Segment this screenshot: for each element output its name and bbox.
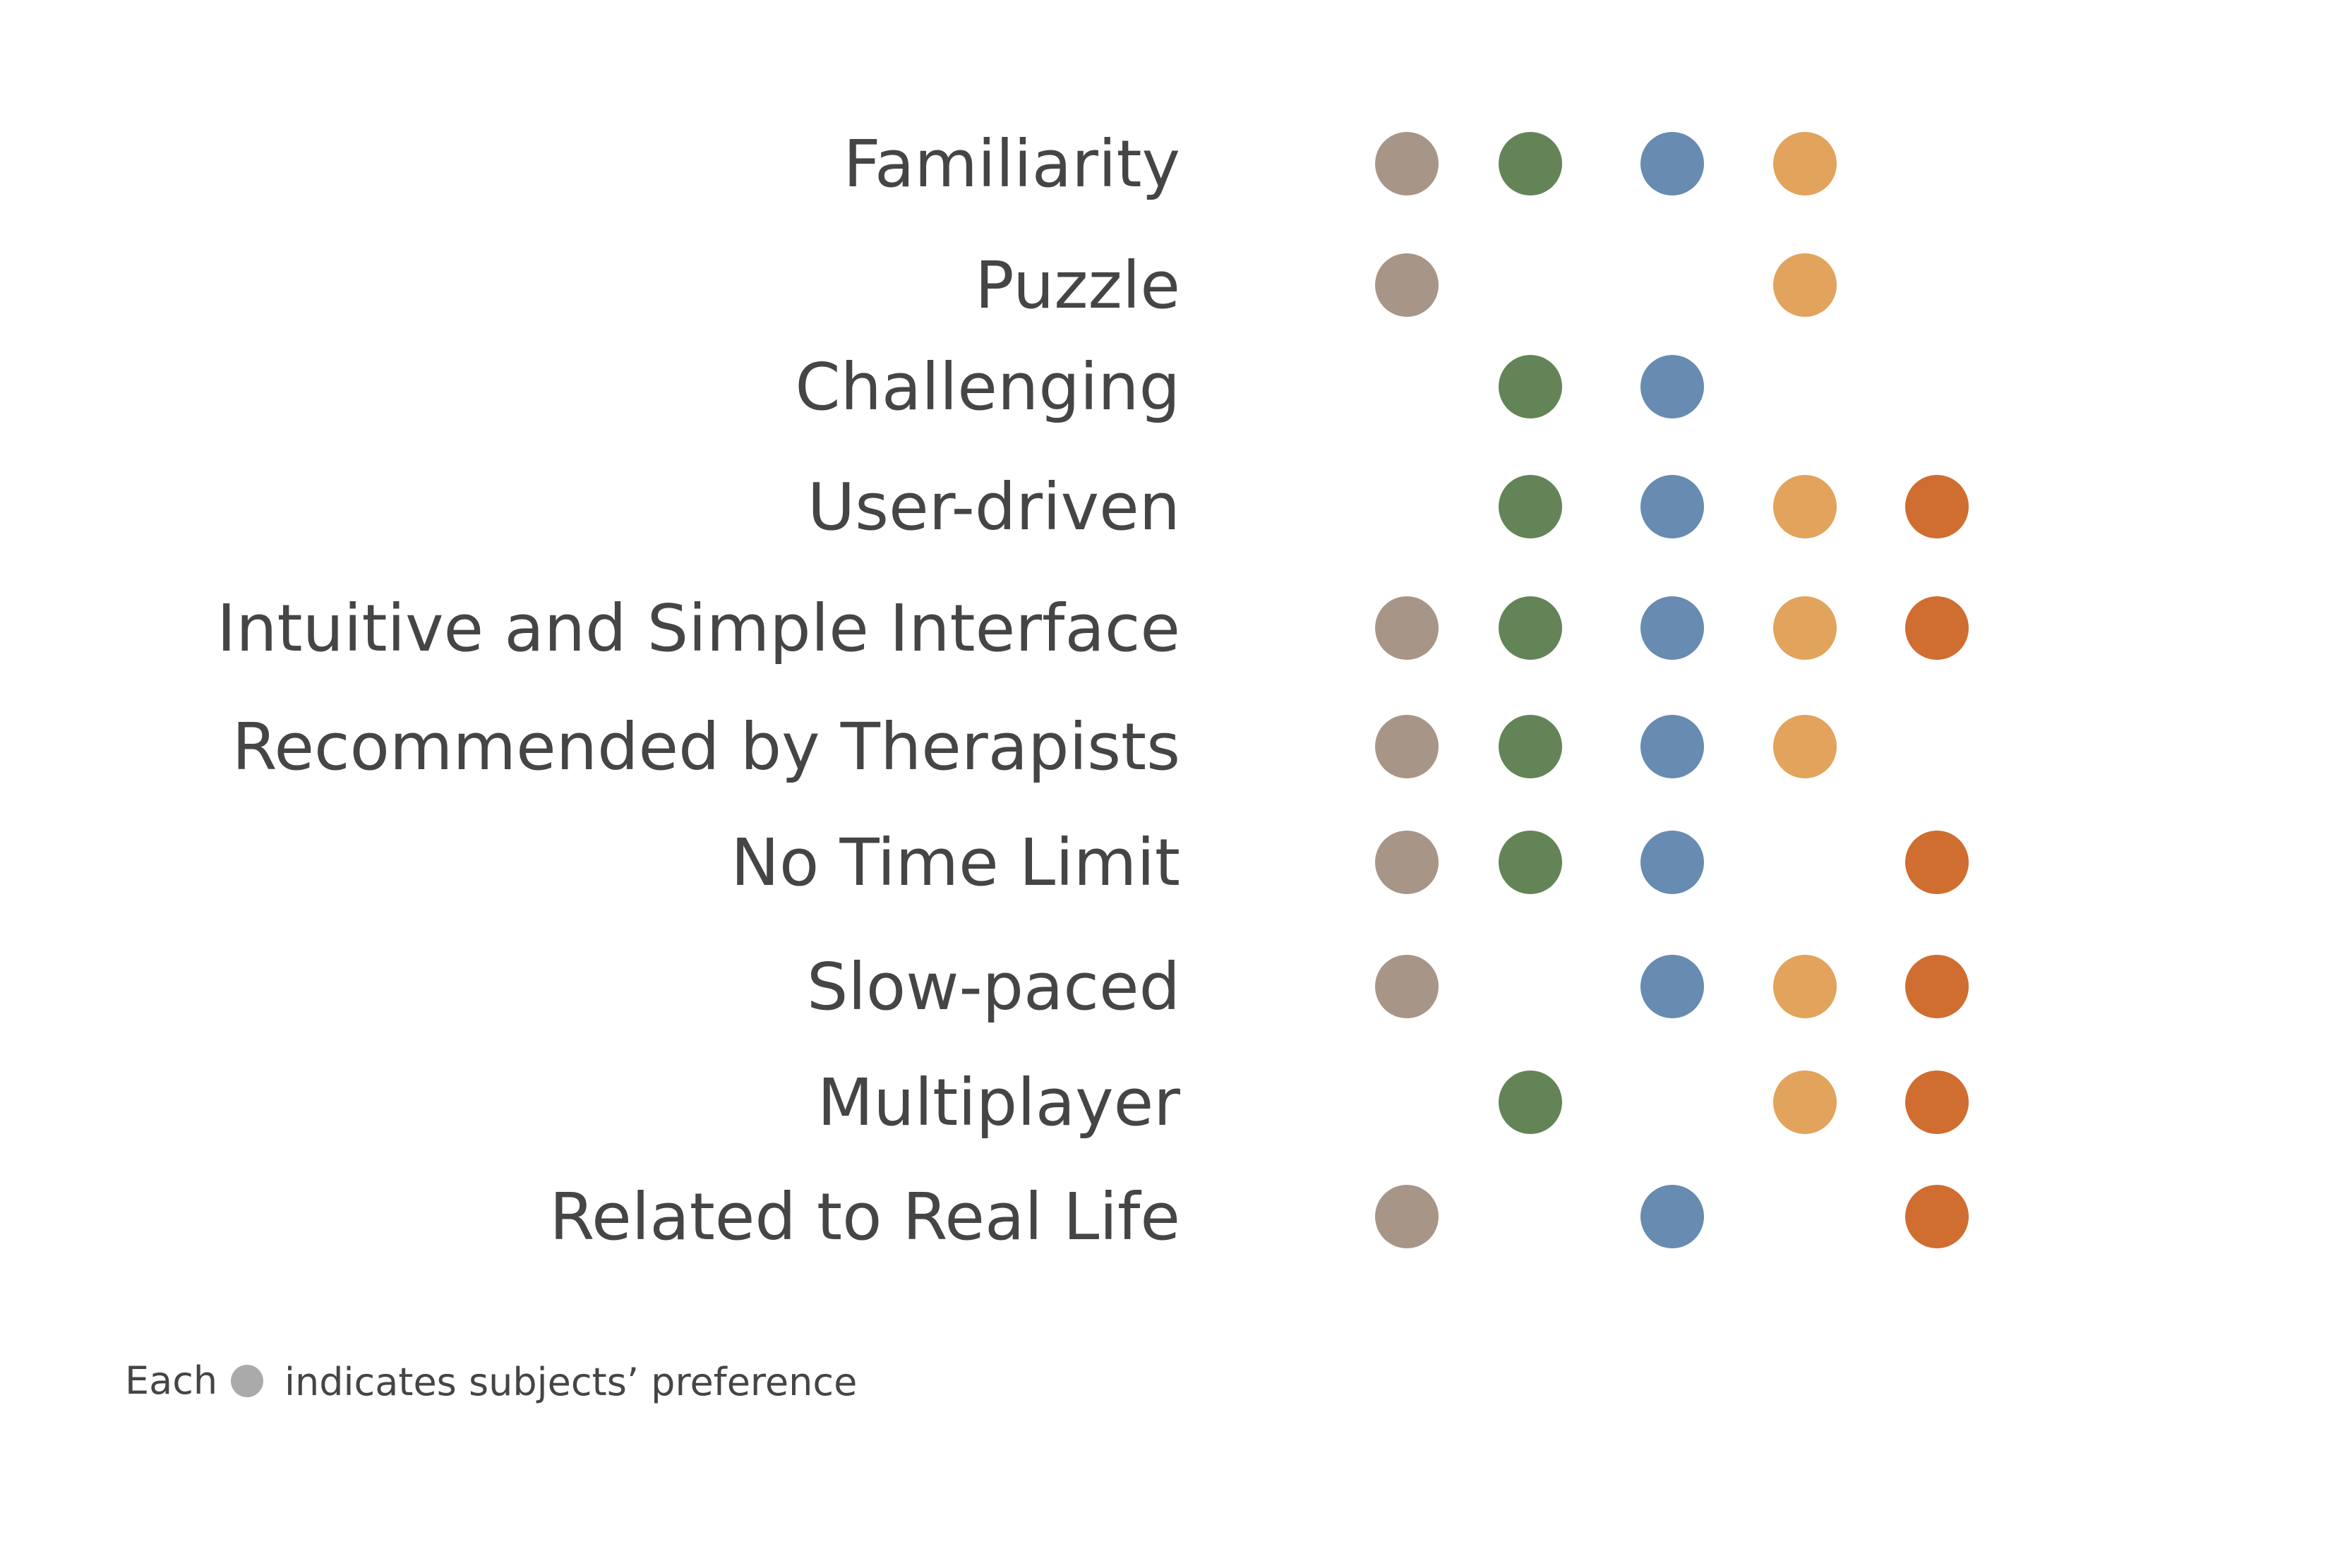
preference-dot <box>1640 475 1704 538</box>
preference-dot <box>1375 831 1439 894</box>
preference-dot <box>1773 253 1837 317</box>
preference-dot <box>1375 132 1439 195</box>
preference-dot <box>1499 831 1562 894</box>
legend-prefix: Each <box>125 1358 217 1403</box>
preference-dot <box>1773 955 1837 1018</box>
preference-dot <box>1640 831 1704 894</box>
preference-dot <box>1773 715 1837 778</box>
row-label: Recommended by Therapists <box>232 709 1180 785</box>
preference-dot <box>1905 475 1969 538</box>
preference-dot <box>1773 1071 1837 1134</box>
legend-suffix: indicates subjects’ preference <box>284 1360 857 1404</box>
preference-dot <box>1640 715 1704 778</box>
row-label: Challenging <box>795 349 1180 425</box>
row-label: No Time Limit <box>731 825 1180 900</box>
preference-dot <box>1773 596 1837 660</box>
preference-dot <box>1375 253 1439 317</box>
row-label: Related to Real Life <box>549 1179 1180 1255</box>
preference-dot <box>1905 596 1969 660</box>
preference-dot <box>1375 1185 1439 1248</box>
preference-dot <box>1773 475 1837 538</box>
preference-dot <box>1640 955 1704 1018</box>
preference-dot <box>1499 475 1562 538</box>
legend-marker <box>231 1365 263 1397</box>
preference-dot <box>1375 596 1439 660</box>
preference-dot <box>1640 355 1704 418</box>
row-label: Slow-paced <box>807 949 1180 1025</box>
preference-dot <box>1905 955 1969 1018</box>
preference-dot <box>1375 955 1439 1018</box>
preference-dots <box>1375 132 1969 1248</box>
preference-dot <box>1499 132 1562 195</box>
row-label: Multiplayer <box>817 1065 1180 1140</box>
row-label: Familiarity <box>844 126 1180 202</box>
preference-dot <box>1905 831 1969 894</box>
preference-dot <box>1499 355 1562 418</box>
legend: Each indicates subjects’ preference <box>125 1358 857 1404</box>
preference-dot <box>1640 1185 1704 1248</box>
row-label: Intuitive and Simple Interface <box>217 591 1180 666</box>
preference-dot <box>1640 132 1704 195</box>
preference-dot <box>1375 715 1439 778</box>
preference-dot <box>1905 1071 1969 1134</box>
preference-dot <box>1499 596 1562 660</box>
row-label: Puzzle <box>975 248 1180 323</box>
preference-dot <box>1905 1185 1969 1248</box>
row-labels: Familiarity Puzzle Challenging User-driven I… <box>217 126 1180 1255</box>
preference-dot <box>1640 596 1704 660</box>
preference-dot <box>1499 1071 1562 1134</box>
preference-dot <box>1773 132 1837 195</box>
preference-dot <box>1499 715 1562 778</box>
row-label: User-driven <box>808 469 1180 545</box>
